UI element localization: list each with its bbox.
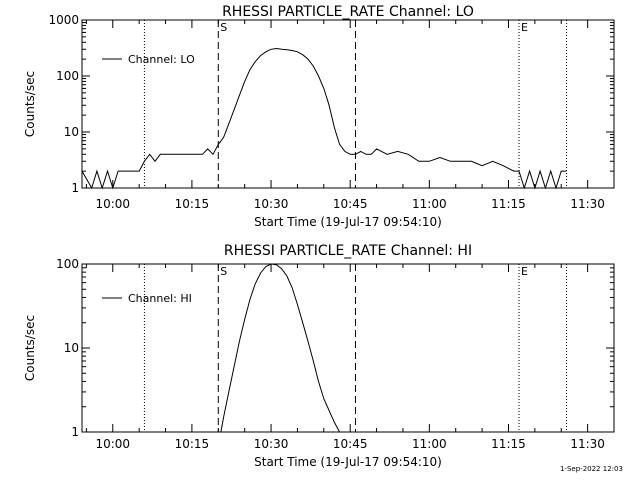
y-tick-label: 1 (71, 181, 79, 195)
x-tick-label: 10:45 (333, 197, 368, 211)
x-tick-label: 10:00 (95, 437, 130, 451)
x-tick-label: 11:30 (570, 437, 605, 451)
series-line-channel-lo (81, 47, 567, 190)
y-tick-label: 1 (71, 425, 79, 439)
x-tick-label: 10:15 (175, 197, 210, 211)
x-axis-label: Start Time (19-Jul-17 09:54:10) (254, 455, 442, 469)
x-axis-label: Start Time (19-Jul-17 09:54:10) (254, 215, 442, 229)
chart-title: RHESSI PARTICLE_RATE Channel: HI (224, 243, 472, 259)
generation-timestamp: 1-Sep-2022 12:03 (560, 465, 623, 473)
x-tick-label: 11:15 (491, 437, 526, 451)
y-tick-label: 10 (64, 341, 79, 355)
plot-frame (81, 263, 615, 433)
y-tick-label: 100 (56, 69, 79, 83)
y-tick-label: 1000 (48, 13, 79, 27)
x-tick-label: 11:00 (412, 197, 447, 211)
x-tick-label: 11:30 (570, 197, 605, 211)
chart-title: RHESSI PARTICLE_RATE Channel: LO (222, 4, 474, 20)
series-line-channel-hi (220, 263, 341, 433)
y-tick-label: 100 (56, 257, 79, 271)
marker-label-e: E (521, 21, 528, 34)
marker-label-s: S (220, 265, 227, 278)
y-axis-label: Counts/sec (23, 71, 37, 137)
legend-label: Channel: HI (128, 292, 192, 305)
plot-frame (81, 19, 615, 189)
lo-channel-chart: RHESSI PARTICLE_RATE Channel: LO Start Ti… (23, 4, 615, 229)
y-tick-label: 10 (64, 125, 79, 139)
x-tick-label: 10:45 (333, 437, 368, 451)
y-axis-label: Counts/sec (23, 315, 37, 381)
x-tick-label: 10:15 (175, 437, 210, 451)
marker-label-s: S (220, 21, 227, 34)
x-tick-label: 10:30 (254, 197, 289, 211)
marker-label-e: E (521, 265, 528, 278)
hi-channel-chart: RHESSI PARTICLE_RATE Channel: HI Start Ti… (23, 243, 615, 469)
x-tick-label: 10:30 (254, 437, 289, 451)
x-tick-label: 11:15 (491, 197, 526, 211)
x-tick-label: 10:00 (95, 197, 130, 211)
x-tick-label: 11:00 (412, 437, 447, 451)
legend-label: Channel: LO (128, 53, 195, 66)
